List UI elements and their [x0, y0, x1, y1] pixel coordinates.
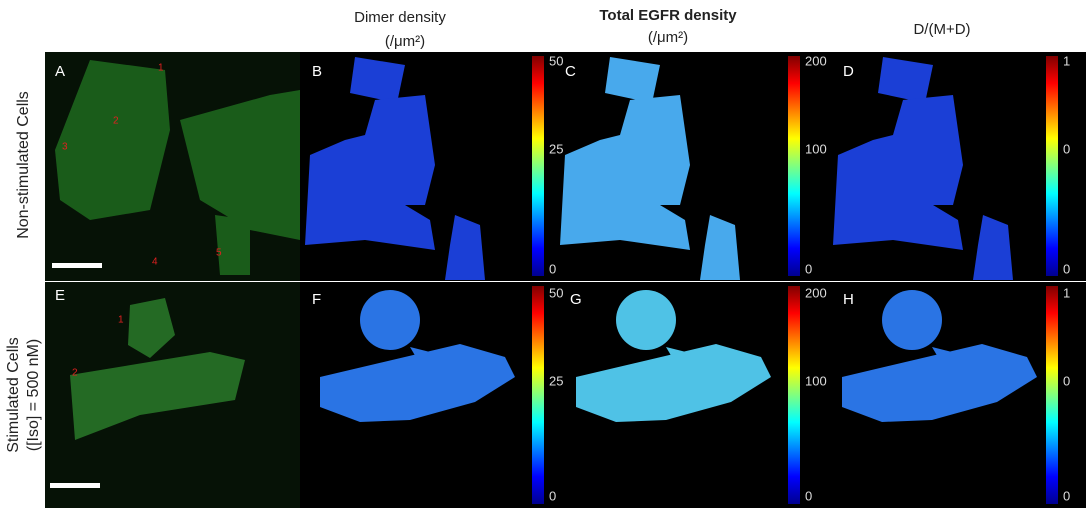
cell-number: 2 [72, 368, 78, 379]
colorbar-tick-label: 0 [805, 488, 812, 503]
colorbar-tick-label: 50 [549, 53, 563, 68]
panel-letter: B [312, 63, 322, 80]
colorbar-tick-label: 0 [1063, 373, 1070, 388]
colorbar-tick-label: 0 [1063, 261, 1070, 276]
colorbar-tick-label: 200 [805, 53, 827, 68]
panel-letter: H [843, 291, 854, 308]
colorbar-tick-label: 0 [1063, 141, 1070, 156]
panel-letter: E [55, 287, 65, 304]
row-2 [45, 282, 1086, 508]
colorbar-tick-label: 25 [549, 373, 563, 388]
row-label: ([Iso] = 500 nM) [25, 339, 42, 452]
colorbar-tick-label: 1 [1063, 53, 1070, 68]
panel-letter: D [843, 63, 854, 80]
cell-number: 1 [158, 63, 164, 74]
panel-letter: F [312, 291, 321, 308]
row-label: Stimulated Cells [5, 337, 22, 453]
cell-number: 4 [152, 257, 158, 268]
colorbar-tick-label: 0 [805, 261, 812, 276]
colorbar-tick-label: 100 [805, 141, 827, 156]
row-1 [45, 52, 1086, 281]
column-title: D/(M+D) [913, 21, 970, 38]
colorbar-tick-label: 100 [805, 373, 827, 388]
column-title: Dimer density [354, 9, 446, 26]
cell-number: 3 [62, 142, 68, 153]
cell-number: 2 [113, 116, 119, 127]
colorbar-tick-label: 0 [1063, 488, 1070, 503]
figure: Dimer density (/μm²) Total EGFR density … [0, 0, 1086, 512]
row-label: Non-stimulated Cells [15, 91, 32, 239]
colorbar-tick-label: 25 [549, 141, 563, 156]
colorbar-tick-label: 0 [549, 488, 556, 503]
colorbar-tick-label: 1 [1063, 285, 1070, 300]
colorbar-tick-label: 50 [549, 285, 563, 300]
column-title: Total EGFR density [599, 7, 737, 24]
colorbar-tick-label: 200 [805, 285, 827, 300]
column-unit: (/μm²) [648, 29, 688, 46]
panel-letter: A [55, 63, 65, 80]
colorbar-tick-label: 0 [549, 261, 556, 276]
panel-letter: G [570, 291, 582, 308]
panel-letter: C [565, 63, 576, 80]
column-unit: (/μm²) [385, 33, 425, 50]
cell-number: 1 [118, 315, 124, 326]
cell-number: 5 [216, 248, 222, 259]
